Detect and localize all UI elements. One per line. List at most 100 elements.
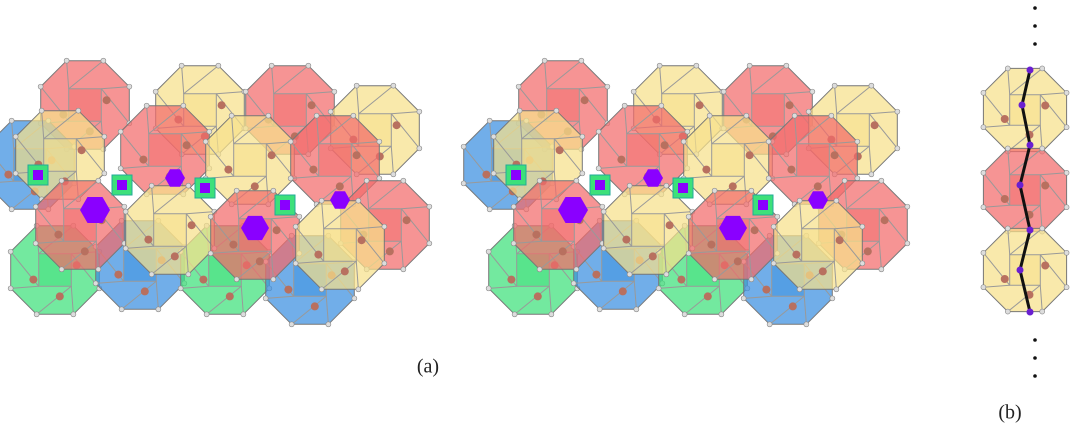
vertex xyxy=(96,178,101,183)
vertex xyxy=(314,113,319,118)
atom xyxy=(341,267,349,275)
atom xyxy=(1041,262,1049,270)
square-marker xyxy=(511,170,521,180)
vertex xyxy=(71,312,76,317)
atom xyxy=(353,151,361,159)
vertex xyxy=(216,63,221,68)
atom xyxy=(871,121,879,129)
square-marker xyxy=(758,200,768,210)
vertex xyxy=(102,134,107,139)
panel-caption: (a) xyxy=(417,356,439,378)
vertex xyxy=(208,251,213,256)
vertex xyxy=(511,241,516,246)
atom xyxy=(702,166,710,174)
atom xyxy=(1041,182,1049,190)
vertex xyxy=(634,307,639,312)
vertex xyxy=(1064,250,1069,255)
chain-atom xyxy=(1017,267,1024,274)
vertex xyxy=(1040,309,1045,314)
vertex xyxy=(93,281,98,286)
vertex xyxy=(600,204,605,209)
vertex xyxy=(664,183,669,188)
vertex xyxy=(118,129,123,134)
vertex xyxy=(775,214,780,219)
vertex xyxy=(38,84,43,89)
vertex xyxy=(266,113,271,118)
vertex xyxy=(178,286,183,291)
atom xyxy=(199,276,207,284)
vertex xyxy=(895,109,900,114)
vertex xyxy=(574,178,579,183)
vertex xyxy=(537,267,542,272)
vertex xyxy=(659,103,664,108)
ellipsis-dot xyxy=(1033,42,1037,46)
vertex xyxy=(33,204,38,209)
vertex xyxy=(829,113,834,118)
vertex xyxy=(13,171,18,176)
vertex xyxy=(981,170,986,175)
vertex xyxy=(241,312,246,317)
vertex xyxy=(597,307,602,312)
vertex xyxy=(554,108,559,113)
atom xyxy=(114,271,122,279)
vertex xyxy=(712,277,717,282)
chain-atom xyxy=(1027,67,1034,74)
atom xyxy=(218,101,226,109)
vertex xyxy=(319,198,324,203)
vertex xyxy=(869,83,874,88)
vertex xyxy=(810,89,815,94)
vertex xyxy=(243,89,248,94)
vertex xyxy=(981,125,986,130)
chain-atom xyxy=(1027,309,1034,316)
vertex xyxy=(289,322,294,327)
atom xyxy=(786,101,794,109)
square-marker xyxy=(678,183,688,193)
vertex xyxy=(601,209,606,214)
vertex xyxy=(39,108,44,113)
atom xyxy=(393,121,401,129)
atom xyxy=(666,221,674,229)
polyhedron-face xyxy=(752,94,785,127)
polyhedron-face xyxy=(154,214,187,247)
polyhedron-face xyxy=(319,144,352,177)
panel-caption: (b) xyxy=(998,402,1021,424)
vertex xyxy=(102,171,107,176)
vertex xyxy=(596,129,601,134)
vertex xyxy=(76,108,81,113)
vertex xyxy=(981,90,986,95)
vertex xyxy=(686,251,691,256)
vertex xyxy=(744,113,749,118)
vertex xyxy=(181,103,186,108)
vertex xyxy=(59,267,64,272)
vertex xyxy=(797,198,802,203)
atom xyxy=(284,286,292,294)
vertex xyxy=(9,118,14,123)
vertex xyxy=(207,129,212,134)
vertex xyxy=(356,287,361,292)
vertex xyxy=(461,181,466,186)
vertex xyxy=(306,63,311,68)
vertex xyxy=(293,224,298,229)
vertex xyxy=(427,204,432,209)
square-marker xyxy=(595,180,605,190)
atom xyxy=(4,171,12,179)
atom xyxy=(1041,102,1049,110)
atom xyxy=(336,182,344,190)
atom xyxy=(789,302,797,310)
atom xyxy=(556,146,564,154)
vertex xyxy=(905,241,910,246)
vertex xyxy=(96,267,101,272)
vertex xyxy=(842,178,847,183)
vertex xyxy=(685,129,690,134)
chain-atom xyxy=(1027,142,1034,149)
atom xyxy=(619,287,627,295)
vertex xyxy=(332,89,337,94)
vertex xyxy=(487,207,492,212)
vertex xyxy=(771,261,776,266)
polyhedron-face xyxy=(324,229,357,262)
vertex xyxy=(981,250,986,255)
vertex xyxy=(681,139,686,144)
ellipsis-dot xyxy=(1033,338,1037,342)
atom xyxy=(224,166,232,174)
vertex xyxy=(123,246,128,251)
